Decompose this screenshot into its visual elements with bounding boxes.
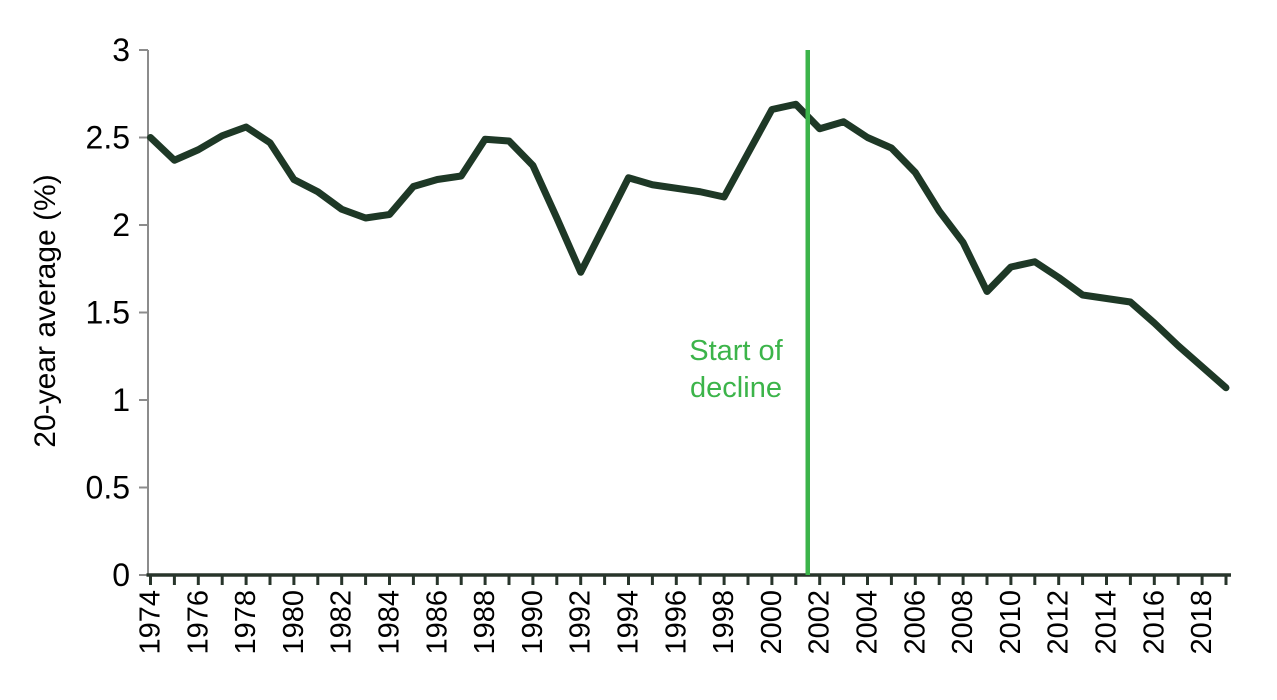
x-tick-label: 1992: [565, 590, 597, 655]
x-tick-label: 2018: [1186, 590, 1218, 655]
x-tick-label: 2000: [756, 590, 788, 655]
data-line: [147, 100, 1230, 392]
x-tick-label: 1984: [374, 590, 406, 655]
y-axis-title: 20-year average (%): [29, 174, 62, 448]
x-tick-label: 2002: [804, 590, 836, 655]
x-tick-label: 1990: [517, 590, 549, 655]
x-tick-label: 2008: [947, 590, 979, 655]
x-tick-label: 1974: [135, 590, 167, 655]
y-tick-label: 0.5: [86, 470, 130, 506]
y-tick-label: 2: [112, 207, 130, 243]
y-tick-label: 0: [112, 557, 130, 593]
y-tick-label: 1.5: [86, 295, 130, 331]
x-tick-label: 1978: [230, 590, 262, 655]
x-tick-label: 1996: [660, 590, 692, 655]
x-tick-label: 2012: [1043, 590, 1075, 655]
x-tick-label: 2006: [899, 590, 931, 655]
y-tick-label: 1: [112, 382, 130, 418]
y-tick-label: 3: [112, 32, 130, 68]
x-tick-label: 1980: [278, 590, 310, 655]
x-tick-label: 2004: [852, 590, 884, 655]
x-tick-label: 2010: [995, 590, 1027, 655]
x-tick-label: 2014: [1091, 590, 1123, 655]
x-tick-label: 1988: [469, 590, 501, 655]
x-tick-label: 1976: [182, 590, 214, 655]
x-tick-label: 1998: [708, 590, 740, 655]
x-tick-label: 1982: [326, 590, 358, 655]
y-tick-label: 2.5: [86, 120, 130, 156]
annotation-label: Start of decline: [689, 335, 783, 404]
x-tick-label: 2016: [1138, 590, 1170, 655]
x-tick-label: 1986: [421, 590, 453, 655]
x-tick-label: 1994: [613, 590, 645, 655]
